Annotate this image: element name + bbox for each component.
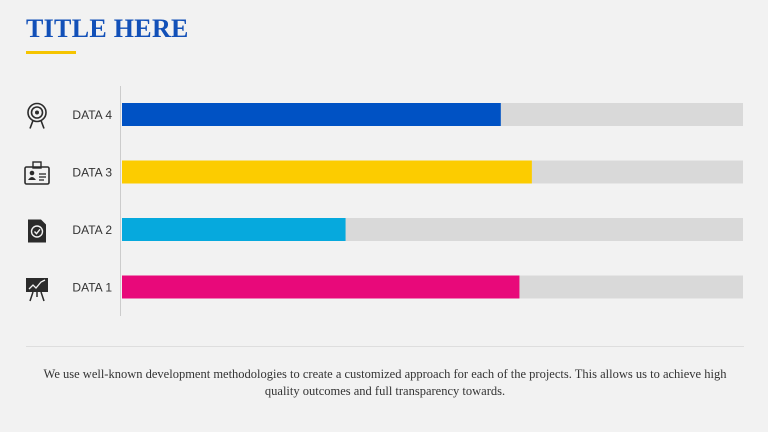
page-title: TITLE HERE	[26, 14, 189, 43]
bar-data-4	[122, 103, 501, 126]
title-underline	[26, 51, 76, 54]
bar-data-2	[122, 218, 346, 241]
check-document-icon	[28, 219, 46, 243]
bar-data-3	[122, 160, 532, 184]
bar-data-1	[122, 275, 520, 299]
category-label-data-4: DATA 4	[72, 108, 112, 122]
category-label-data-1: DATA 1	[72, 281, 112, 295]
id-card-icon	[24, 161, 50, 185]
target-icon	[27, 102, 47, 129]
category-label-data-2: DATA 2	[72, 223, 112, 237]
presentation-board-icon	[26, 278, 48, 302]
category-label-data-3: DATA 3	[72, 166, 112, 180]
caption-divider	[26, 346, 744, 347]
category-axis-line	[120, 86, 121, 316]
caption-text: We use well-known development methodolog…	[43, 367, 727, 398]
